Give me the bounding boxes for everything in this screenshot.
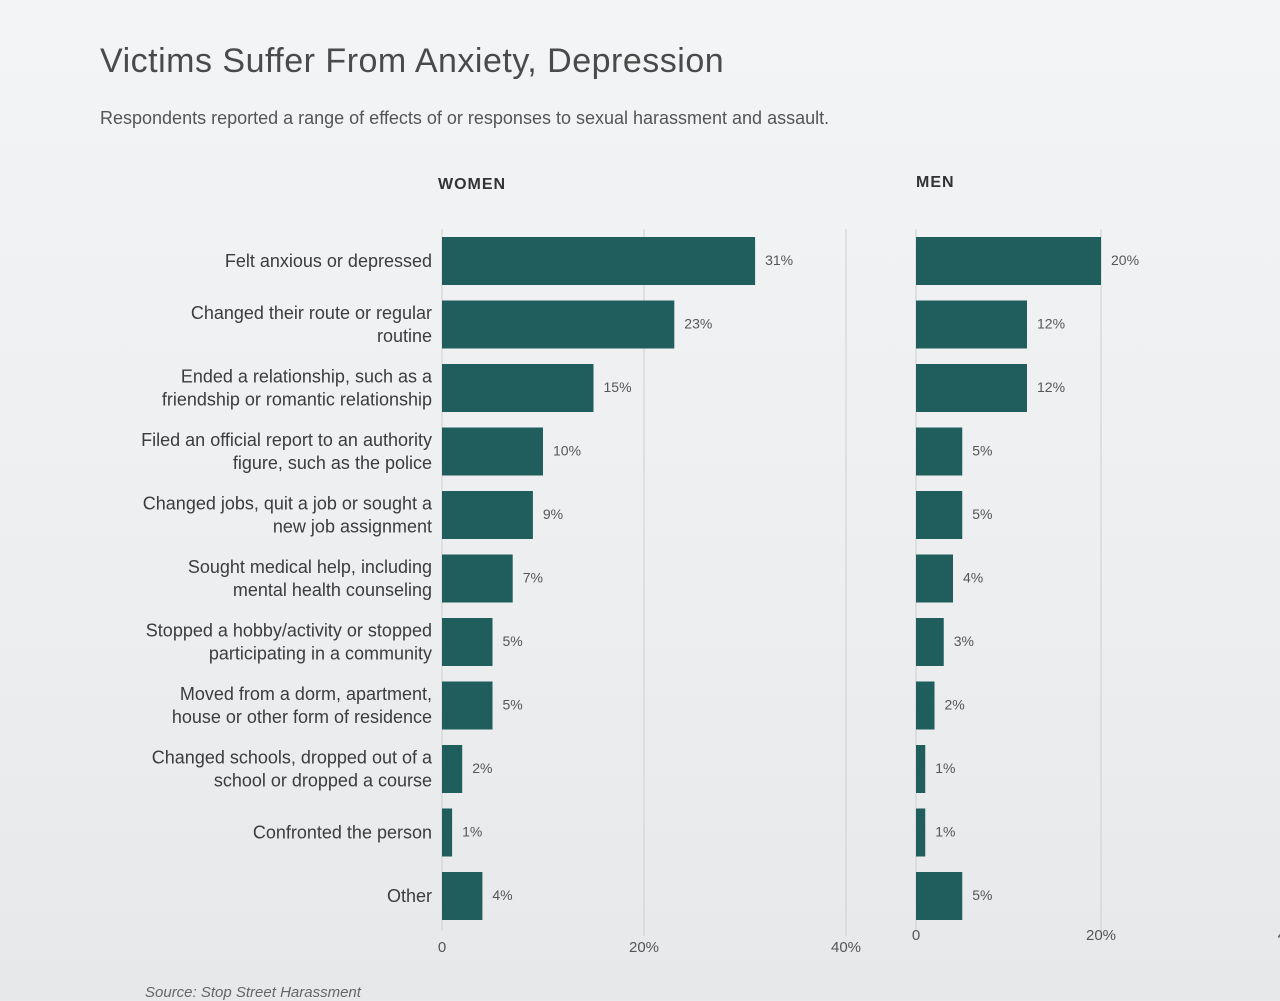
men-value-label-2: 12% bbox=[1037, 316, 1065, 332]
men-bar-1 bbox=[916, 237, 1101, 285]
men-value-label-11: 5% bbox=[972, 887, 992, 903]
men-value-label-7: 3% bbox=[954, 633, 974, 649]
men-bar-4 bbox=[916, 427, 963, 476]
men-bar-6 bbox=[916, 554, 953, 603]
women-tick-label-20: 20% bbox=[629, 939, 659, 956]
men-bar-3 bbox=[916, 364, 1027, 412]
women-tick-label-40: 40% bbox=[831, 939, 861, 956]
women-bar-6 bbox=[442, 554, 513, 603]
men-tick-label-40: 40 bbox=[1278, 927, 1280, 944]
women-bar-11 bbox=[442, 872, 483, 920]
women-bar-10 bbox=[442, 808, 453, 857]
category-label-7-line-2: participating in a community bbox=[209, 644, 432, 664]
category-label-3-line-2: friendship or romantic relationship bbox=[162, 390, 432, 410]
men-bar-5 bbox=[916, 491, 963, 539]
category-label-2-line-1: Changed their route or regular bbox=[191, 303, 432, 323]
category-label-10: Confronted the person bbox=[253, 823, 432, 843]
women-value-label-5: 9% bbox=[543, 506, 563, 522]
women-tick-label-0: 0 bbox=[438, 939, 446, 956]
category-label-9-line-2: school or dropped a course bbox=[214, 771, 432, 791]
women-value-label-7: 5% bbox=[503, 633, 523, 649]
page-title: Victims Suffer From Anxiety, Depression bbox=[100, 42, 725, 80]
women-bar-7 bbox=[442, 618, 493, 666]
women-value-label-6: 7% bbox=[523, 570, 543, 586]
men-panel-title: MEN bbox=[916, 174, 955, 191]
men-bar-9 bbox=[916, 745, 926, 793]
men-bar-11 bbox=[916, 872, 963, 920]
category-label-7-line-1: Stopped a hobby/activity or stopped bbox=[146, 621, 432, 641]
men-value-label-10: 1% bbox=[935, 824, 955, 840]
men-value-label-5: 5% bbox=[972, 506, 992, 522]
men-bar-2 bbox=[916, 300, 1027, 349]
women-value-label-8: 5% bbox=[503, 697, 523, 713]
women-bar-8 bbox=[442, 681, 493, 730]
category-label-5-line-2: new job assignment bbox=[273, 517, 432, 537]
category-label-8-line-2: house or other form of residence bbox=[172, 707, 432, 727]
category-label-9-line-1: Changed schools, dropped out of a bbox=[152, 748, 433, 768]
women-value-label-9: 2% bbox=[472, 760, 492, 776]
women-value-label-1: 31% bbox=[765, 252, 793, 268]
men-value-label-6: 4% bbox=[963, 570, 983, 586]
page-subtitle: Respondents reported a range of effects … bbox=[100, 108, 830, 128]
women-value-label-11: 4% bbox=[492, 887, 512, 903]
women-value-label-2: 23% bbox=[684, 316, 712, 332]
category-label-11: Other bbox=[387, 886, 432, 906]
men-tick-label-0: 0 bbox=[912, 927, 920, 944]
category-label-8-line-1: Moved from a dorm, apartment, bbox=[180, 684, 432, 704]
category-label-3-line-1: Ended a relationship, such as a bbox=[181, 367, 433, 387]
women-value-label-4: 10% bbox=[553, 443, 581, 459]
men-bar-7 bbox=[916, 618, 944, 666]
women-bar-2 bbox=[442, 300, 675, 349]
men-bar-10 bbox=[916, 808, 926, 857]
men-value-label-1: 20% bbox=[1111, 252, 1139, 268]
women-value-label-3: 15% bbox=[604, 379, 632, 395]
men-tick-label-20: 20% bbox=[1086, 927, 1116, 944]
women-bar-1 bbox=[442, 237, 756, 285]
category-label-5-line-1: Changed jobs, quit a job or sought a bbox=[143, 494, 433, 514]
category-label-1: Felt anxious or depressed bbox=[225, 251, 432, 271]
men-value-label-4: 5% bbox=[972, 443, 992, 459]
men-value-label-8: 2% bbox=[945, 697, 965, 713]
category-label-2-line-2: routine bbox=[377, 326, 432, 346]
women-bar-9 bbox=[442, 745, 463, 793]
women-bar-5 bbox=[442, 491, 533, 539]
source-note: Source: Stop Street Harassment bbox=[145, 984, 361, 1001]
category-label-6-line-2: mental health counseling bbox=[233, 580, 432, 600]
category-label-4-line-1: Filed an official report to an authority bbox=[141, 430, 432, 450]
women-bar-4 bbox=[442, 427, 543, 476]
men-value-label-3: 12% bbox=[1037, 379, 1065, 395]
men-bar-8 bbox=[916, 681, 935, 730]
category-label-4-line-2: figure, such as the police bbox=[233, 453, 432, 473]
category-label-6-line-1: Sought medical help, including bbox=[188, 557, 432, 577]
women-value-label-10: 1% bbox=[462, 824, 482, 840]
men-value-label-9: 1% bbox=[935, 760, 955, 776]
women-panel-title: WOMEN bbox=[438, 176, 507, 193]
women-bar-3 bbox=[442, 364, 594, 412]
